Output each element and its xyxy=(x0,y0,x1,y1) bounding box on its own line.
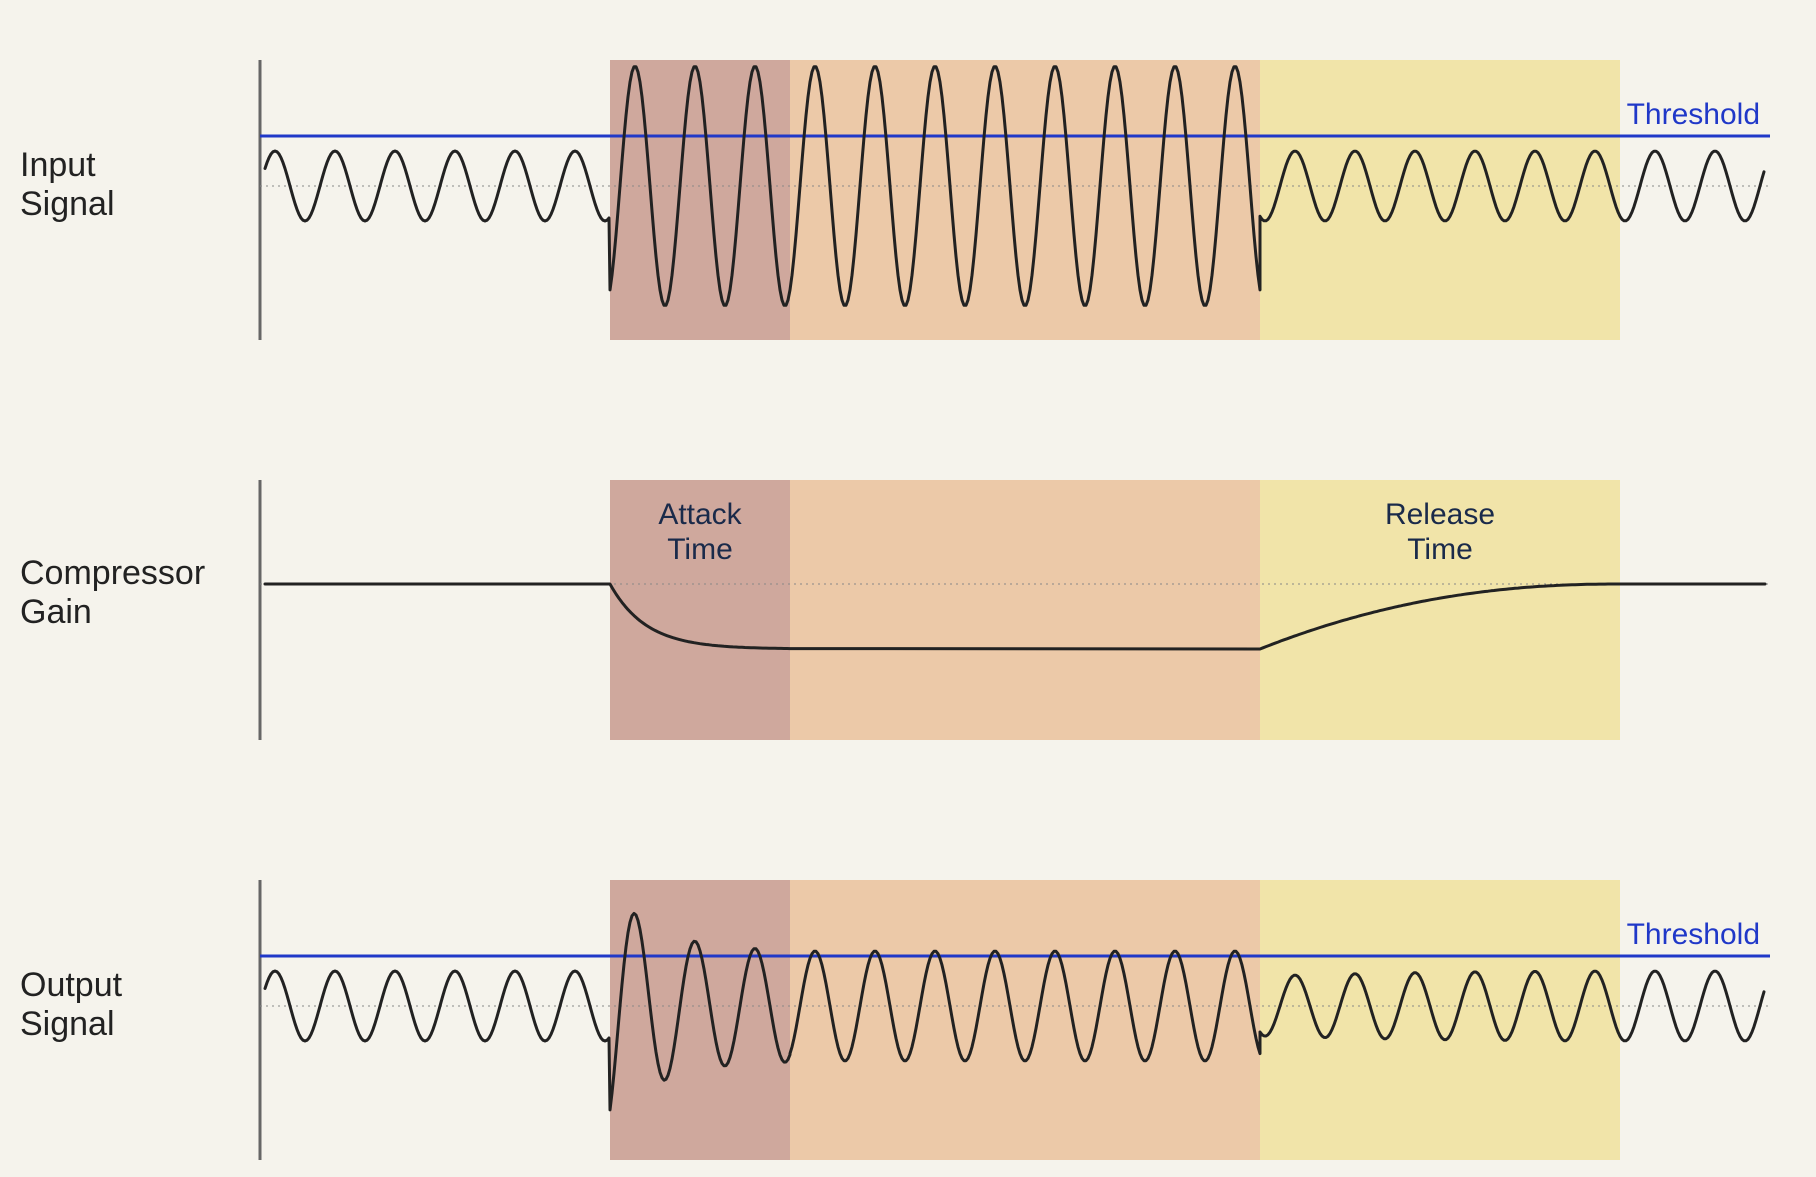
label-compressor-gain: Compressor Gain xyxy=(20,554,205,632)
label-input-signal: Input Signal xyxy=(20,146,115,224)
label-release-time: Release Time xyxy=(1260,498,1620,567)
label-output-signal: Output Signal xyxy=(20,966,122,1044)
label-threshold-row0: Threshold xyxy=(1590,98,1760,132)
label-threshold-row2: Threshold xyxy=(1590,918,1760,952)
label-attack-time: Attack Time xyxy=(610,498,790,567)
